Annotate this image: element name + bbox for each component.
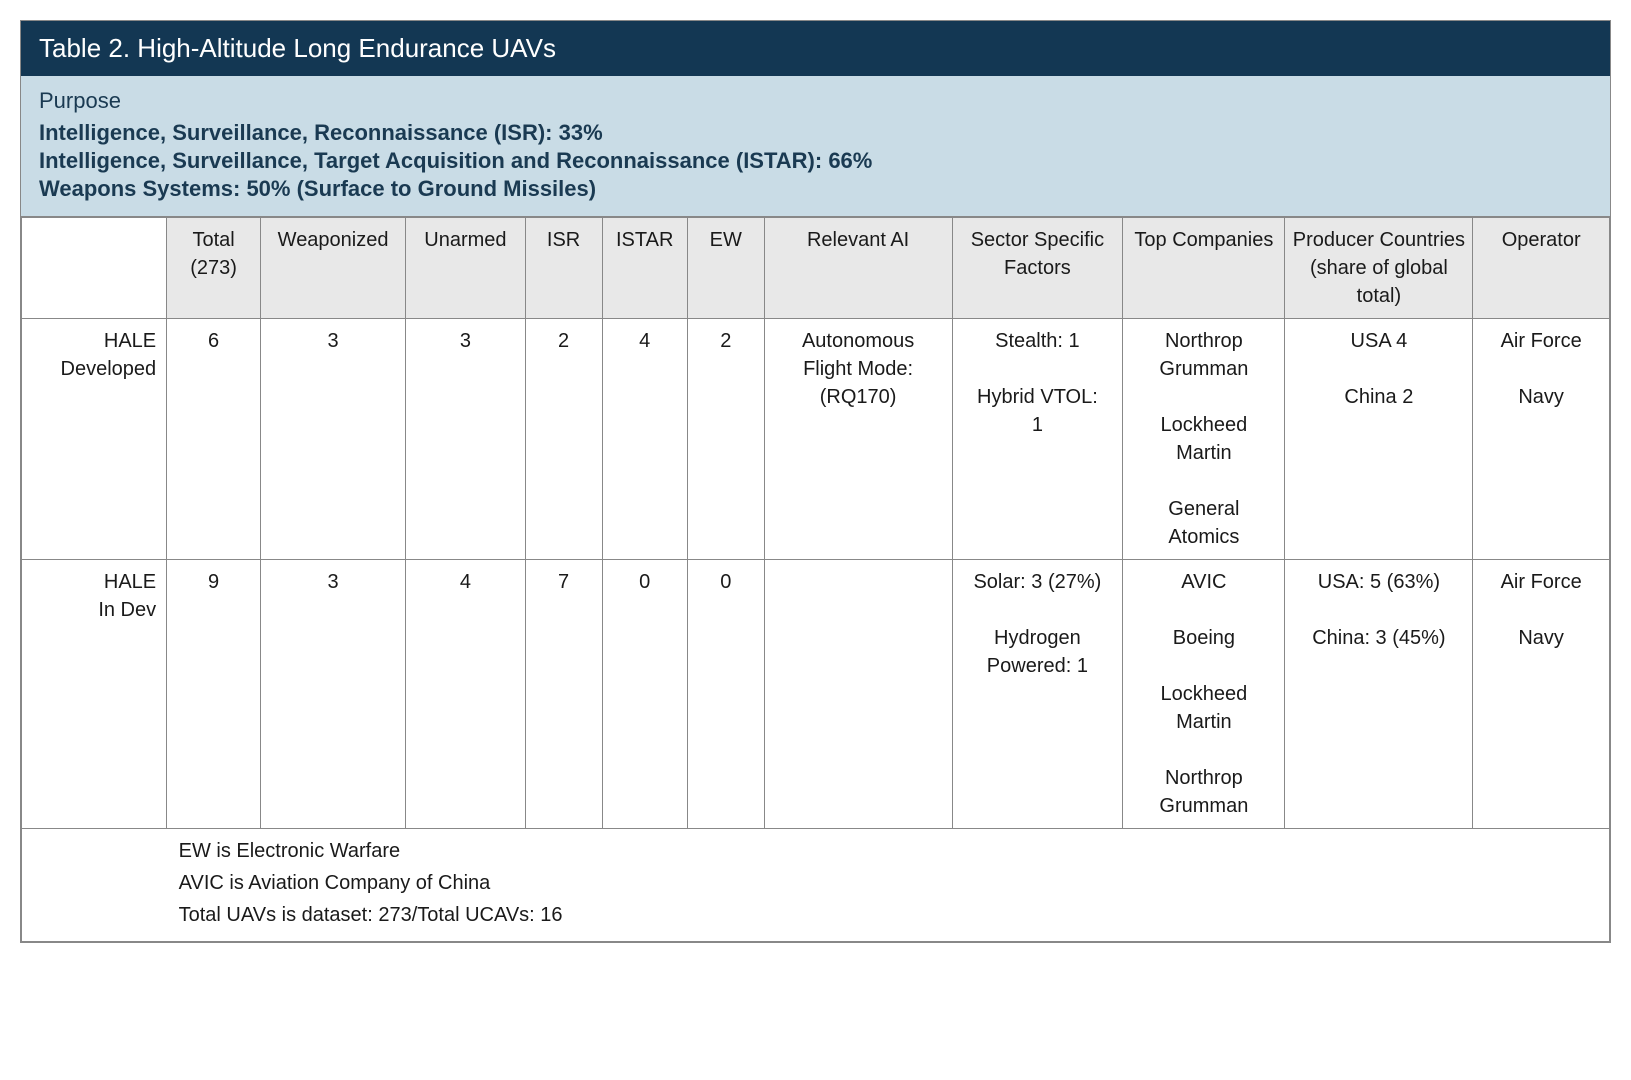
cell-isr: 7 <box>525 560 602 829</box>
col-header-companies: Top Companies <box>1123 218 1285 319</box>
col-header-producer: Producer Countries (share of global tota… <box>1285 218 1473 319</box>
cell-weaponized: 3 <box>261 560 406 829</box>
purpose-item: Weapons Systems: 50% (Surface to Ground … <box>39 176 1592 202</box>
cell-istar: 4 <box>602 319 687 560</box>
cell-ew: 0 <box>687 560 764 829</box>
footnote-line: EW is Electronic Warfare <box>179 837 1597 865</box>
cell-operator: Air Force Navy <box>1473 560 1610 829</box>
cell-weaponized: 3 <box>261 319 406 560</box>
footnote-cell: EW is Electronic Warfare AVIC is Aviatio… <box>167 829 1610 942</box>
table-row: HALE In Dev 9 3 4 7 0 0 Solar: 3 (27%) H… <box>22 560 1610 829</box>
cell-ai: Autonomous Flight Mode: (RQ170) <box>764 319 952 560</box>
col-header-istar: ISTAR <box>602 218 687 319</box>
row-header-indev: HALE In Dev <box>22 560 167 829</box>
cell-isr: 2 <box>525 319 602 560</box>
footnote-line: Total UAVs is dataset: 273/Total UCAVs: … <box>179 901 1597 929</box>
table-header-row: Total (273) Weaponized Unarmed ISR ISTAR… <box>22 218 1610 319</box>
footnote-spacer <box>22 829 167 942</box>
cell-sector: Solar: 3 (27%) Hydrogen Powered: 1 <box>952 560 1123 829</box>
cell-operator: Air Force Navy <box>1473 319 1610 560</box>
table-title: Table 2. High-Altitude Long Endurance UA… <box>21 21 1610 76</box>
col-header-unarmed: Unarmed <box>406 218 526 319</box>
cell-ai <box>764 560 952 829</box>
col-header-empty <box>22 218 167 319</box>
cell-sector: Stealth: 1 Hybrid VTOL: 1 <box>952 319 1123 560</box>
uav-table-container: Table 2. High-Altitude Long Endurance UA… <box>20 20 1611 943</box>
footnote-line: AVIC is Aviation Company of China <box>179 869 1597 897</box>
col-header-operator: Operator <box>1473 218 1610 319</box>
col-header-isr: ISR <box>525 218 602 319</box>
cell-istar: 0 <box>602 560 687 829</box>
table-footnote-row: EW is Electronic Warfare AVIC is Aviatio… <box>22 829 1610 942</box>
col-header-ai: Relevant AI <box>764 218 952 319</box>
cell-producer: USA: 5 (63%) China: 3 (45%) <box>1285 560 1473 829</box>
cell-total: 9 <box>167 560 261 829</box>
cell-total: 6 <box>167 319 261 560</box>
purpose-item: Intelligence, Surveillance, Target Acqui… <box>39 148 1592 174</box>
cell-companies: AVIC Boeing Lockheed Martin Northrop Gru… <box>1123 560 1285 829</box>
col-header-total: Total (273) <box>167 218 261 319</box>
col-header-sector: Sector Specific Factors <box>952 218 1123 319</box>
cell-unarmed: 3 <box>406 319 526 560</box>
col-header-ew: EW <box>687 218 764 319</box>
col-header-weaponized: Weaponized <box>261 218 406 319</box>
cell-unarmed: 4 <box>406 560 526 829</box>
table-row: HALE Developed 6 3 3 2 4 2 Autonomous Fl… <box>22 319 1610 560</box>
cell-companies: Northrop Grumman Lockheed Martin General… <box>1123 319 1285 560</box>
row-header-developed: HALE Developed <box>22 319 167 560</box>
purpose-item: Intelligence, Surveillance, Reconnaissan… <box>39 120 1592 146</box>
uav-data-table: Total (273) Weaponized Unarmed ISR ISTAR… <box>21 217 1610 942</box>
cell-ew: 2 <box>687 319 764 560</box>
purpose-label: Purpose <box>39 88 1592 114</box>
purpose-section: Purpose Intelligence, Surveillance, Reco… <box>21 76 1610 217</box>
cell-producer: USA 4 China 2 <box>1285 319 1473 560</box>
